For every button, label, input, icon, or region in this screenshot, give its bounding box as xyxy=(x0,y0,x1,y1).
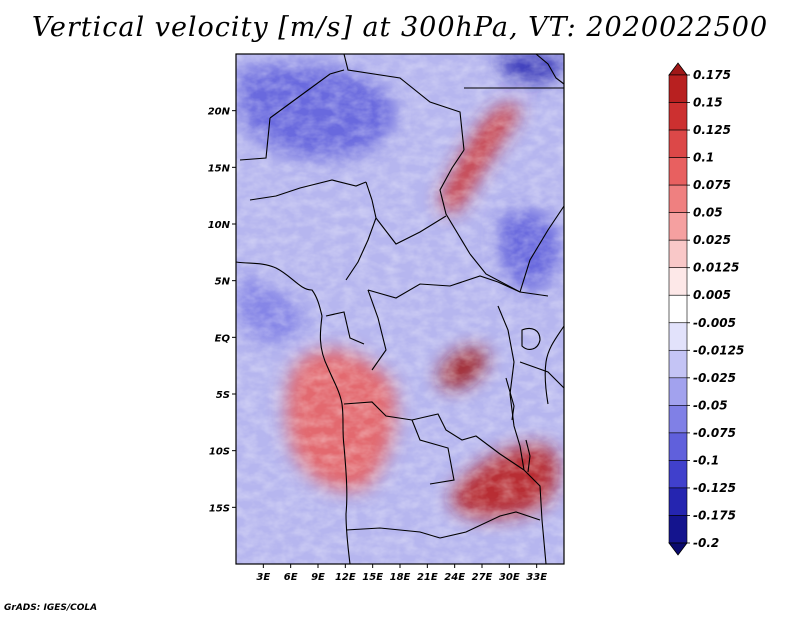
x-tick-label: 24E xyxy=(444,572,465,583)
border-sudan-ssudan xyxy=(469,253,549,297)
colorbar-segment xyxy=(668,102,688,131)
y-tick-label: 5N xyxy=(215,277,231,288)
map-title: Vertical velocity [m/s] at 300hPa, VT: 2… xyxy=(31,12,769,43)
border-drc-angola xyxy=(343,401,525,471)
colorbar-label: -0.2 xyxy=(693,536,719,550)
colorbar-segment xyxy=(668,460,688,489)
colorbar-segment xyxy=(668,129,688,158)
border-mozambique xyxy=(523,469,547,564)
border-niger-nigeria xyxy=(249,179,367,201)
colorbar-label: -0.025 xyxy=(693,371,736,385)
border-nigeria-cameroon xyxy=(345,181,377,281)
border-angola-zambia xyxy=(411,419,455,485)
colorbar-segment xyxy=(668,377,688,406)
colorbar-segment xyxy=(668,432,688,461)
x-tick-label: 27E xyxy=(472,572,493,583)
border-niger-chad xyxy=(269,69,345,119)
y-tick-label: 10N xyxy=(208,220,231,231)
colorbar-label: -0.1 xyxy=(693,453,719,467)
colorbar: 0.175 0.15 0.125 0.1 0.075 0.05 0.025 0.0125 0.0… xyxy=(668,62,744,556)
colorbar-segment xyxy=(668,294,688,324)
border-zambia-zimbabwe xyxy=(439,511,541,539)
border-chad-sudan xyxy=(439,149,471,255)
colorbar-label: -0.125 xyxy=(693,481,736,495)
y-tick-label: 15N xyxy=(208,163,231,174)
colorbar-label: 0.05 xyxy=(693,206,723,220)
border-congo-drc xyxy=(367,289,387,371)
border-car-drc xyxy=(367,275,521,299)
colorbar-segment xyxy=(668,157,688,186)
y-tick-label: 20N xyxy=(208,107,231,118)
x-tick-label: 30E xyxy=(499,572,520,583)
red-sea-coast xyxy=(535,54,564,85)
y-tick-label: 5S xyxy=(216,390,230,401)
border-congo-gabon xyxy=(325,311,365,345)
x-tick-label: 9E xyxy=(311,572,325,583)
colorbar-label: -0.05 xyxy=(693,398,728,412)
x-tick-label: 18E xyxy=(390,572,411,583)
coastline-central-west xyxy=(319,315,351,564)
colorbar-label: -0.005 xyxy=(693,316,736,330)
colorbar-segment xyxy=(668,267,688,296)
colorbar-label: 0.005 xyxy=(693,288,731,302)
colorbar-segment xyxy=(668,184,688,213)
colorbar-label: 0.175 xyxy=(693,68,731,82)
colorbar-label: -0.075 xyxy=(693,426,736,440)
lake-malawi xyxy=(525,439,531,473)
x-tick-label: 15E xyxy=(362,572,383,583)
x-tick-label: 12E xyxy=(335,572,356,583)
y-tick-label: 10S xyxy=(209,447,230,458)
x-tick-label: 3E xyxy=(256,572,270,583)
coastline-east xyxy=(544,325,564,405)
x-tick-label: 21E xyxy=(417,572,438,583)
colorbar-segment xyxy=(668,515,688,544)
map-axes: 3E 6E 9E 12E 15E 18E 21E 24E 27E 30E 33E 20N 15N 10N 5… xyxy=(208,107,548,583)
border-angola-namibia xyxy=(345,527,441,539)
colorbar-segment xyxy=(668,487,688,516)
x-tick-label: 6E xyxy=(284,572,298,583)
colorbar-segment xyxy=(668,322,688,351)
colorbar-segment xyxy=(668,212,688,241)
colorbar-label: 0.125 xyxy=(693,123,731,137)
border-kenya-tanzania xyxy=(519,361,564,389)
coastline-west-africa xyxy=(236,261,323,317)
colorbar-segment xyxy=(668,349,688,379)
field-texture xyxy=(236,54,564,564)
colorbar-label: 0.0125 xyxy=(693,261,739,275)
colorbar-label: 0.075 xyxy=(693,178,731,192)
colorbar-label: 0.1 xyxy=(693,151,714,165)
colorbar-top-arrow xyxy=(668,62,688,76)
lake-tanganyika xyxy=(505,377,515,421)
map-field xyxy=(236,54,564,564)
colorbar-segment xyxy=(668,405,688,434)
y-tick-label: EQ xyxy=(215,333,231,344)
colorbar-segment xyxy=(668,239,688,269)
colorbar-segment xyxy=(668,74,688,103)
colorbar-label: 0.025 xyxy=(693,233,731,247)
colorbar-bottom-arrow xyxy=(668,542,688,556)
colorbar-label: -0.175 xyxy=(693,508,736,522)
colorbar-label: 0.15 xyxy=(693,96,723,110)
border-ethiopia xyxy=(519,205,564,293)
border-mali-niger xyxy=(239,117,271,161)
border-cameroon-car xyxy=(375,215,447,245)
country-borders xyxy=(236,54,564,564)
border-algeria-libya xyxy=(343,54,465,151)
lake-victoria xyxy=(521,327,541,350)
y-tick-label: 15S xyxy=(209,503,230,514)
x-tick-label: 33E xyxy=(526,572,547,583)
grads-credit: GrADS: IGES/COLA xyxy=(4,603,98,613)
colorbar-label: -0.0125 xyxy=(693,343,744,357)
